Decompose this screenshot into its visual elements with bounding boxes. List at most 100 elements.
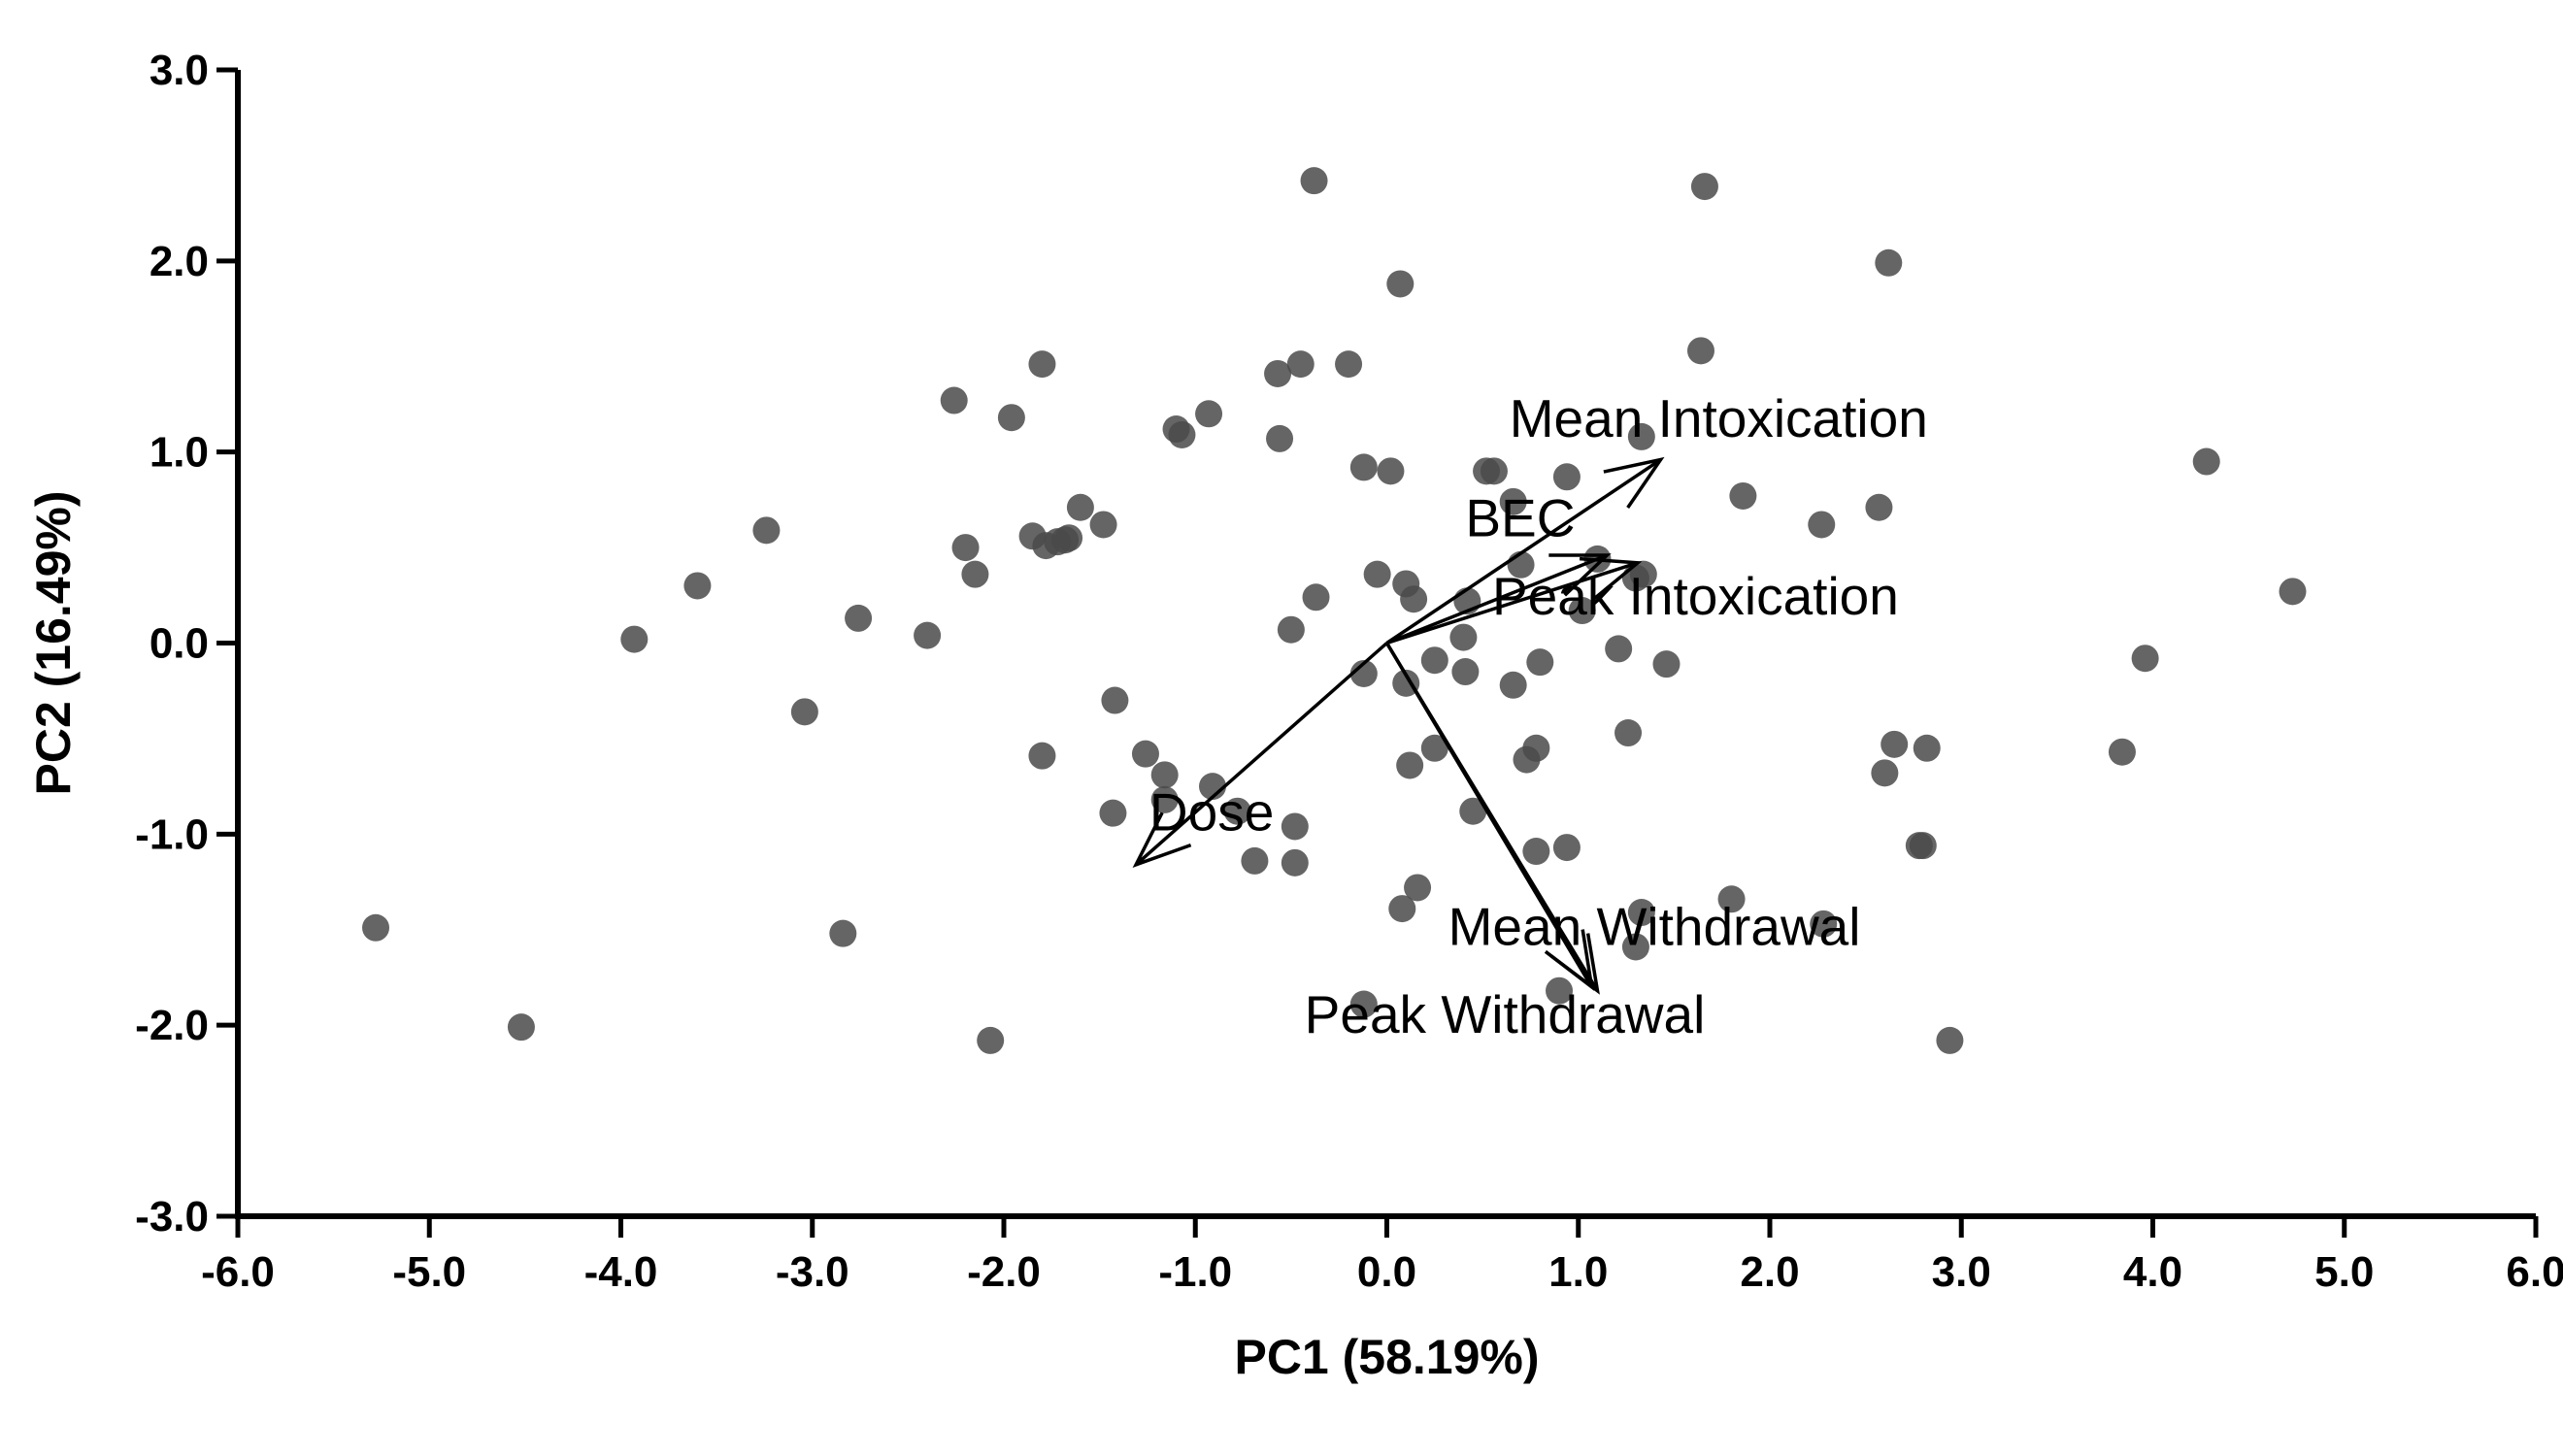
y-tick-label: 1.0 (150, 429, 209, 477)
data-point (1808, 511, 1836, 539)
data-point (1099, 799, 1127, 827)
data-point (1377, 457, 1405, 485)
data-point (1150, 785, 1179, 813)
data-point (2131, 645, 2159, 673)
loading-vector-label: Peak Withdrawal (1305, 984, 1706, 1044)
data-point (1028, 742, 1056, 770)
x-tick-label: -6.0 (201, 1248, 275, 1296)
data-point (683, 572, 712, 600)
data-point (1552, 834, 1581, 862)
data-point (845, 604, 873, 632)
data-point (1875, 248, 1903, 277)
x-tick-label: 2.0 (1740, 1248, 1799, 1296)
data-point (1652, 650, 1681, 678)
x-tick-label: 4.0 (2123, 1248, 2182, 1296)
data-point (1913, 734, 1941, 762)
data-point (940, 386, 968, 414)
x-axis-ticks: -6.0 -5.0 -4.0 -3.0 -2.0 -1.0 0.0 1.0 2.0 3.0 4.0 5… (201, 1216, 2563, 1296)
data-point (752, 516, 781, 545)
data-point (1568, 597, 1596, 625)
x-tick-label: 1.0 (1548, 1248, 1608, 1296)
data-point (1066, 493, 1094, 521)
data-point (1499, 487, 1527, 515)
loading-vector-label: Peak Intoxication (1492, 566, 1899, 626)
y-axis-title: PC2 (16.49%) (26, 490, 81, 795)
data-point (1451, 658, 1480, 686)
data-point (1195, 400, 1223, 428)
x-tick-label: 5.0 (2314, 1248, 2374, 1296)
data-point (1241, 846, 1269, 875)
x-axis-title: PC1 (58.19%) (1234, 1330, 1539, 1384)
data-point (1459, 797, 1487, 825)
data-point (1266, 424, 1294, 452)
data-point (362, 913, 390, 942)
y-tick-label: 3.0 (150, 47, 209, 94)
points-layer (362, 167, 2307, 1054)
loading-vector-label: BEC (1465, 487, 1575, 547)
y-tick-label: -1.0 (135, 811, 209, 858)
x-tick-label: 3.0 (1932, 1248, 1991, 1296)
data-point (1150, 761, 1179, 789)
data-point (1300, 167, 1328, 195)
data-point (1168, 420, 1196, 448)
data-point (1089, 511, 1117, 539)
data-point (1277, 615, 1305, 644)
y-tick-label: -2.0 (135, 1002, 209, 1049)
data-point (1101, 686, 1129, 714)
data-point (1131, 740, 1159, 768)
data-point (1686, 337, 1714, 365)
data-point (977, 1026, 1005, 1054)
data-point (620, 625, 649, 653)
data-point (1286, 350, 1315, 379)
data-point (1363, 560, 1391, 588)
data-point (1627, 899, 1655, 927)
data-point (1404, 874, 1432, 902)
loading-vector-arrowhead (1549, 933, 1600, 995)
data-point (1729, 481, 1757, 510)
loading-vector-line (1385, 642, 1599, 992)
loading-vector-line (1134, 642, 1388, 867)
data-point (1810, 910, 1838, 938)
loading-vector-label: Mean Withdrawal (1448, 896, 1861, 956)
data-point (1909, 832, 1937, 860)
data-point (1386, 270, 1415, 298)
data-point (1392, 669, 1420, 697)
loading-vector-arrowhead (1132, 811, 1192, 868)
data-point (1865, 493, 1893, 521)
data-point (1302, 583, 1330, 612)
data-point (1264, 359, 1292, 387)
loading-vector-line (1385, 458, 1662, 645)
data-point (1420, 646, 1448, 675)
data-point (1614, 719, 1643, 747)
y-tick-label: 2.0 (150, 238, 209, 285)
y-tick-label: 0.0 (150, 620, 209, 668)
data-point (1717, 885, 1746, 913)
y-tick-label: -3.0 (135, 1193, 209, 1241)
data-point (1028, 350, 1056, 379)
loading-vector-line (1385, 553, 1608, 645)
data-point (1621, 933, 1649, 961)
data-point (1522, 838, 1550, 866)
data-point (1388, 895, 1416, 923)
loading-vector-arrowhead (1603, 456, 1665, 510)
data-point (1629, 560, 1657, 588)
data-point (1349, 453, 1378, 481)
data-point (1546, 976, 1574, 1005)
data-point (1881, 730, 1909, 758)
data-point (2192, 447, 2220, 476)
data-point (1349, 659, 1378, 687)
x-tick-label: -4.0 (584, 1248, 658, 1296)
data-point (2279, 578, 2307, 606)
data-point (961, 560, 989, 588)
data-point (1223, 797, 1251, 825)
data-point (1281, 812, 1309, 841)
data-point (951, 534, 980, 562)
data-point (1281, 848, 1309, 877)
data-point (997, 404, 1025, 432)
data-point (1690, 173, 1718, 201)
data-point (1480, 457, 1508, 485)
loading-vector-line (1385, 561, 1639, 645)
x-tick-label: -2.0 (967, 1248, 1041, 1296)
data-point (1499, 671, 1527, 699)
x-tick-label: 0.0 (1357, 1248, 1416, 1296)
